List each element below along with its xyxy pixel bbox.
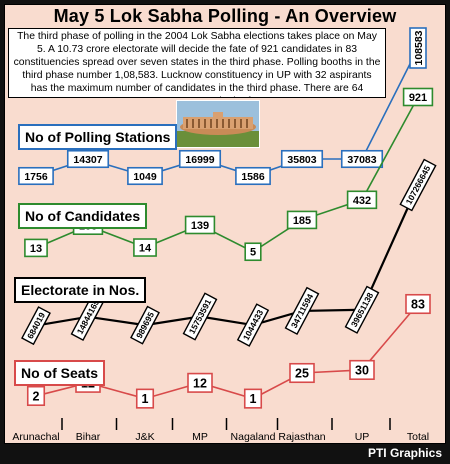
data-label: 139: [191, 220, 209, 232]
data-point: 921: [402, 87, 434, 107]
data-label: 108583: [413, 30, 425, 65]
data-label: 25: [295, 367, 309, 381]
data-point: 2: [26, 385, 46, 406]
data-point: 30: [349, 359, 375, 380]
data-label: 921: [409, 92, 427, 104]
data-label: 37083: [347, 154, 376, 166]
data-label: 35803: [287, 154, 316, 166]
data-label: 1049: [133, 171, 157, 183]
data-label: 30: [355, 363, 369, 377]
data-label: 2: [33, 389, 40, 403]
data-point: 432: [346, 190, 378, 210]
legend-polling-stations: No of Polling Stations: [18, 124, 178, 150]
category-label: Total: [407, 431, 429, 443]
data-label: 14: [139, 242, 152, 254]
data-point: 1044433: [236, 303, 270, 347]
data-label: 14307: [73, 154, 102, 166]
data-point: 1586: [235, 166, 271, 186]
data-label: 1586: [241, 171, 265, 183]
legend-seats: No of Seats: [14, 360, 106, 386]
data-label: 432: [353, 195, 371, 207]
data-point: 37083: [340, 149, 384, 169]
data-label: 5: [250, 247, 256, 259]
data-point: 25: [289, 362, 315, 384]
data-point: 185: [286, 210, 318, 230]
data-label: 12: [193, 376, 207, 390]
data-label: 16999: [185, 154, 214, 166]
data-point: 14307: [66, 149, 110, 169]
data-point: 15753591: [182, 292, 218, 341]
category-label: J&K: [135, 431, 154, 443]
chart-title: May 5 Lok Sabha Polling - An Overview: [53, 6, 397, 26]
data-point: 1: [135, 388, 155, 409]
category-label: Rajasthan: [278, 431, 325, 443]
data-label: 83: [411, 298, 425, 312]
category-label: Nagaland: [231, 431, 276, 443]
category-label: Arunachal: [12, 431, 59, 443]
data-point: 1049: [127, 166, 163, 186]
data-point: 108583: [409, 27, 427, 69]
category-label: MP: [192, 431, 208, 443]
data-point: 16999: [178, 149, 222, 169]
legend-electorate: Electorate in Nos.: [14, 277, 147, 303]
data-point: 12: [187, 372, 213, 393]
legend-candidates: No of Candidates: [18, 203, 148, 229]
data-label: 1: [142, 392, 149, 406]
data-point: 1756: [18, 166, 54, 186]
data-label: 1756: [24, 171, 48, 183]
data-point: 13: [24, 238, 48, 258]
data-point: 989695: [130, 305, 160, 345]
data-label: 185: [293, 215, 311, 227]
data-point: 83: [405, 293, 431, 315]
parliament-building-image: [176, 100, 260, 148]
data-point: 684019: [21, 306, 51, 346]
data-point: 139: [184, 215, 216, 235]
data-point: 35803: [280, 149, 324, 169]
credit-text: PTI Graphics: [367, 446, 442, 460]
data-label: 1: [250, 392, 257, 406]
data-point: 107266645: [399, 158, 437, 212]
series-line: [35, 184, 420, 327]
category-label: UP: [355, 431, 370, 443]
data-point: 5: [244, 242, 262, 262]
data-point: 14: [133, 238, 157, 257]
category-label: Bihar: [76, 431, 101, 443]
data-point: 1: [243, 388, 263, 409]
data-label: 13: [30, 243, 42, 255]
intro-text: The third phase of polling in the 2004 L…: [8, 28, 386, 98]
